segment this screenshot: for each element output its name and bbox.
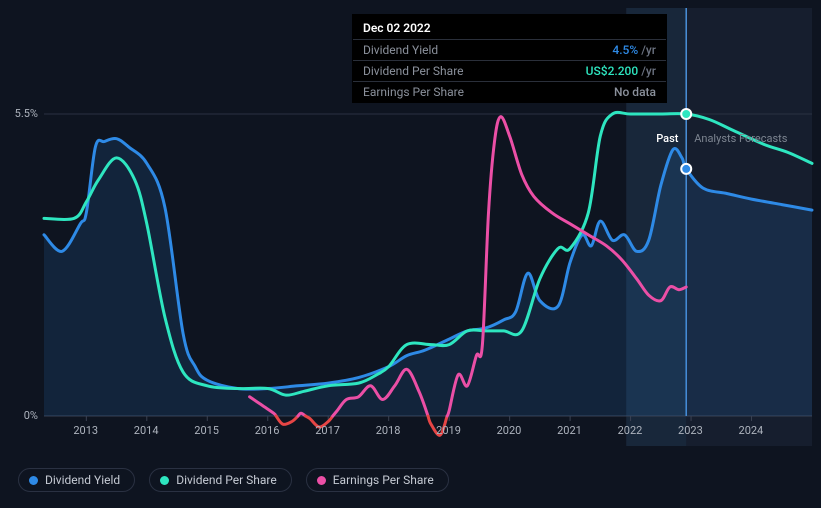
x-tick-label: 2016 — [255, 424, 280, 437]
legend-dot-icon — [317, 476, 326, 485]
legend-dot-icon — [29, 476, 38, 485]
legend-item-earnings-per-share[interactable]: Earnings Per Share — [306, 468, 449, 492]
tooltip-row-value: US$2.200/yr — [586, 64, 656, 78]
chart-tooltip: Dec 02 2022 Dividend Yield4.5%/yrDividen… — [352, 14, 667, 103]
tooltip-row-label: Dividend Per Share — [363, 64, 576, 78]
legend-dot-icon — [160, 476, 169, 485]
x-tick-label: 2019 — [436, 424, 461, 437]
x-tick-label: 2022 — [618, 424, 643, 437]
tooltip-row: Dividend Per Share US$2.200/yr — [353, 60, 666, 81]
x-tick-label: 2018 — [376, 424, 401, 437]
tooltip-date: Dec 02 2022 — [353, 15, 666, 39]
x-tick-label: 2021 — [557, 424, 582, 437]
legend-item-dividend-yield[interactable]: Dividend Yield — [18, 468, 135, 492]
legend-label: Dividend Yield — [45, 473, 120, 487]
x-tick-label: 2014 — [134, 424, 159, 437]
x-tick-label: 2020 — [497, 424, 522, 437]
y-tick-label: 0% — [24, 409, 38, 422]
x-tick-label: 2013 — [73, 424, 98, 437]
tooltip-row: Earnings Per Share No data — [353, 81, 666, 102]
y-tick-label: 5.5% — [15, 107, 38, 120]
x-tick-label: 2024 — [739, 424, 764, 437]
tooltip-row: Dividend Yield 4.5%/yr — [353, 39, 666, 60]
legend-item-dividend-per-share[interactable]: Dividend Per Share — [149, 468, 292, 492]
past-label: Past — [656, 132, 678, 145]
legend-label: Earnings Per Share — [333, 473, 434, 487]
x-tick-label: 2017 — [315, 424, 340, 437]
tooltip-row-value: No data — [614, 85, 656, 99]
x-tick-label: 2023 — [678, 424, 703, 437]
dividend-chart: Dec 02 2022 Dividend Yield4.5%/yrDividen… — [0, 0, 821, 508]
tooltip-row-value: 4.5%/yr — [612, 43, 656, 57]
tooltip-row-label: Dividend Yield — [363, 43, 602, 57]
forecast-label: Analysts Forecasts — [694, 132, 787, 145]
tooltip-rows: Dividend Yield 4.5%/yr Dividend Per Share U… — [353, 39, 666, 102]
x-tick-label: 2015 — [194, 424, 219, 437]
legend: Dividend Yield Dividend Per Share Earnings… — [18, 468, 449, 492]
tooltip-row-label: Earnings Per Share — [363, 85, 604, 99]
legend-label: Dividend Per Share — [176, 473, 277, 487]
